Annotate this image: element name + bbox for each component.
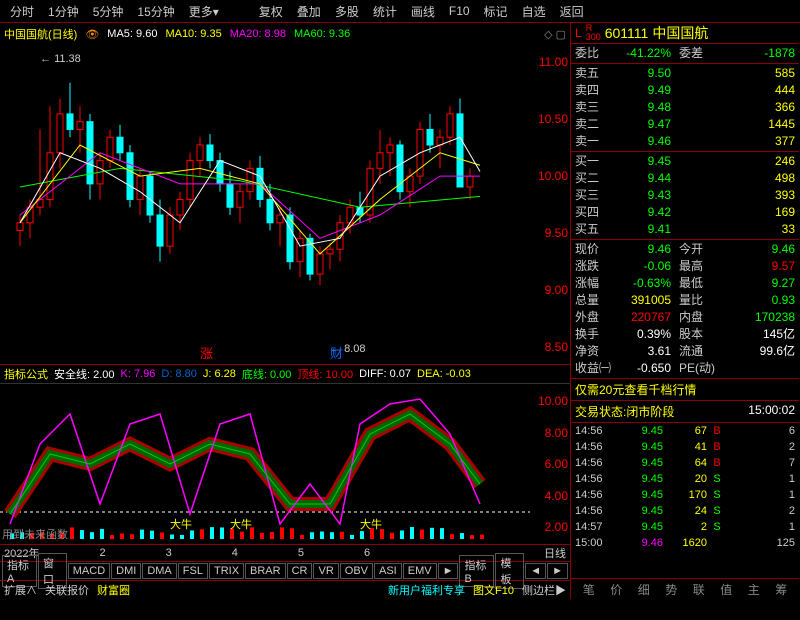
ind-footer: 用到未来函数 [2,526,68,542]
top-toolbar: 分时 1分钟 5分钟 15分钟 更多▾ 复权 叠加 多股 统计 画线 F10 标… [0,0,800,23]
tab-5m[interactable]: 5分钟 [87,1,130,22]
ask-levels: 卖五9.50585卖四9.49444卖三9.48366卖二9.471445卖一9… [571,64,799,152]
ma10-label: MA10: 9.35 [165,28,221,40]
tab-15m[interactable]: 15分钟 [131,1,180,22]
tick-row: 14:569.4564B7 [571,455,799,471]
ind-tab[interactable]: ASI [374,563,402,579]
tick-row: 14:569.45170S1 [571,487,799,503]
book-row: 卖四9.49444 [571,81,799,98]
rb-tab[interactable]: 筹 [775,581,787,598]
tick-row: 14:569.4567B6 [571,423,799,439]
btn-f10[interactable]: F10 [443,2,476,20]
ind-tab[interactable]: ► [547,563,568,579]
quote-grid: 现价9.46今开9.46涨跌-0.06最高9.57涨幅-0.63%最低9.27总… [571,240,799,379]
annot-2: 财 [330,343,343,362]
ind-tab[interactable]: ► [438,563,459,579]
trade-status: 交易状态:闭市阶段15:00:02 [571,401,799,423]
rb-tab[interactable]: 主 [748,581,760,598]
tick-list: 14:569.4567B614:569.4541B214:569.4564B71… [571,423,799,578]
tab-more[interactable]: 更多▾ [183,1,225,22]
ind-tab[interactable]: FSL [178,563,208,579]
rb-tab[interactable]: 势 [665,581,677,598]
btn-fav[interactable]: 自选 [516,1,552,22]
rb-tab[interactable]: 笔 [583,581,595,598]
ind-tab[interactable]: DMI [111,563,141,579]
indicator-tabs: 指标A窗口MACDDMIDMAFSLTRIXBRARCRVROBVASIEMV►… [0,562,570,581]
eye-icon[interactable]: 👁 [85,28,99,41]
tick-row: 14:579.452S1 [571,519,799,535]
tick-row: 14:569.4524S2 [571,503,799,519]
tab-1m[interactable]: 1分钟 [42,1,85,22]
ind-tab[interactable]: ◄ [525,563,546,579]
candlestick-chart[interactable]: 11.0010.5010.009.509.008.50 ← 11.38 ← 8.… [0,45,570,365]
btn-mark[interactable]: 标记 [478,1,514,22]
book-row: 卖三9.48366 [571,98,799,115]
ind-tab[interactable]: CR [287,563,313,579]
bid-levels: 买一9.45246买二9.44498买三9.43393买四9.42169买五9.… [571,152,799,240]
book-row: 买二9.44498 [571,169,799,186]
ind-tab[interactable]: EMV [403,563,437,579]
book-row: 买四9.42169 [571,203,799,220]
btn-multi[interactable]: 多股 [329,1,365,22]
tick-row: 14:569.4541B2 [571,439,799,455]
tick-row: 14:569.4520S1 [571,471,799,487]
ind-tab[interactable]: TRIX [209,563,244,579]
btn-expand[interactable]: 扩展∧ [4,582,37,598]
book-row: 卖二9.471445 [571,115,799,132]
promo-new-user[interactable]: 新用户福利专享 [388,582,465,598]
order-ratio-row: 委比-41.22% 委差-1878 [571,44,799,61]
ind-tab[interactable]: VR [313,563,338,579]
book-row: 买一9.45246 [571,152,799,169]
quote-row: 涨幅-0.63%最低9.27 [571,274,799,291]
quote-row: 净资3.61流通99.6亿 [571,342,799,359]
quote-row: 涨跌-0.06最高9.57 [571,257,799,274]
stock-name: 中国国航 [652,23,708,43]
rb-tab[interactable]: 细 [638,581,650,598]
btn-overlay[interactable]: 叠加 [291,1,327,22]
tab-tick[interactable]: 分时 [4,1,40,22]
ind-tab[interactable]: MACD [68,563,110,579]
btn-fq[interactable]: 复权 [253,1,289,22]
book-row: 卖一9.46377 [571,132,799,149]
book-row: 卖五9.50585 [571,64,799,81]
ind-tab[interactable]: DMA [142,563,176,579]
chart-title: 中国国航(日线) [4,26,77,42]
rb-tab[interactable]: 值 [720,581,732,598]
high-label: ← 11.38 [40,53,81,65]
ind-tab[interactable]: OBV [340,563,373,579]
quote-row: 现价9.46今开9.46 [571,240,799,257]
annot-1: 涨 [200,343,213,362]
btn-f10txt[interactable]: 图文F10 [473,582,514,598]
chart-cog-icon[interactable]: ◇ ▢ [544,28,566,41]
quote-row: 收益㈠-0.650PE(动) [571,359,799,376]
ma5-label: MA5: 9.60 [107,28,157,40]
btn-stats[interactable]: 统计 [367,1,403,22]
ma60-label: MA60: 9.36 [294,28,350,40]
btn-back[interactable]: 返回 [554,1,590,22]
quote-row: 换手0.39%股本145亿 [571,325,799,342]
tick-row: 15:009.461620125 [571,535,799,551]
ind-tab[interactable]: BRAR [245,563,286,579]
btn-draw[interactable]: 画线 [405,1,441,22]
btn-sidebar[interactable]: 侧边栏▶ [522,582,566,598]
btn-wealth[interactable]: 财富圈 [97,582,130,598]
rb-tab[interactable]: 联 [693,581,705,598]
btn-related[interactable]: 关联报价 [45,582,89,598]
quote-row: 总量391005量比0.93 [571,291,799,308]
stock-code: 601111 [605,25,649,41]
right-bottom-tabs: 笔价细势联值主筹 [571,578,799,599]
indicator-header: 指标公式 安全线: 2.00 K: 7.96 D: 8.80 J: 6.28 底… [0,365,570,384]
quote-row: 外盘220767内盘170238 [571,308,799,325]
book-row: 买五9.4133 [571,220,799,237]
indicator-chart[interactable]: 10.008.006.004.002.00 用到未来函数 大牛 大牛 大牛 [0,384,570,545]
chart-header: 中国国航(日线) 👁 MA5: 9.60 MA10: 9.35 MA20: 8.… [0,23,570,45]
promo-depth[interactable]: 仅需20元查看千档行情 [575,383,696,397]
rb-tab[interactable]: 价 [610,581,622,598]
ma20-label: MA20: 8.98 [230,28,286,40]
stock-title: L R300 601111 中国国航 [571,23,799,44]
footer-bar: 扩展∧ 关联报价 财富圈 新用户福利专享 图文F10 侧边栏▶ [0,581,570,599]
book-row: 买三9.43393 [571,186,799,203]
